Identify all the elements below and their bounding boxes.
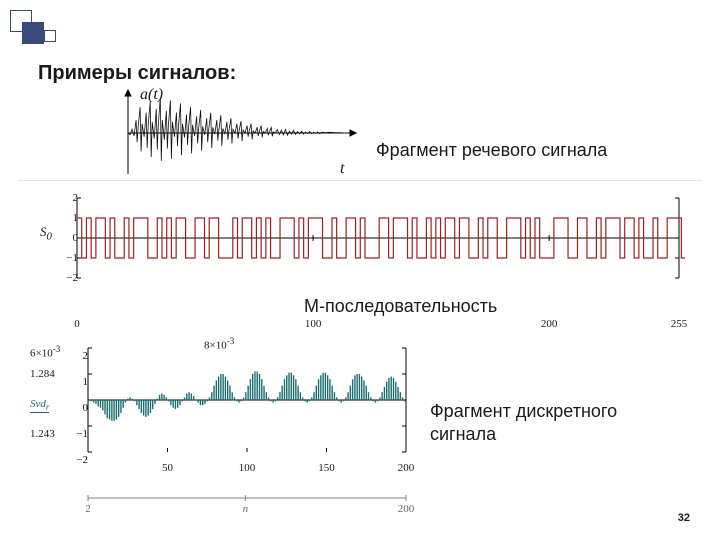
discrete-left-text: 6×10-31.284Svdr1.243 (30, 344, 74, 464)
speech-xlabel: t (340, 160, 344, 178)
discrete-chart (84, 340, 414, 460)
caption-speech: Фрагмент речевого сигнала (376, 140, 607, 161)
caption-mseq: М-последовательность (304, 296, 497, 317)
discrete-xlabels: 50100150200 (84, 462, 414, 476)
mseq-left-label: S0 (40, 224, 52, 243)
caption-discrete-l2: сигнала (430, 424, 496, 444)
page-number: 32 (678, 512, 690, 524)
mseq-ylabels: −2−1012 (58, 192, 78, 284)
svg-text:2: 2 (85, 503, 91, 514)
caption-discrete: Фрагмент дискретного сигнала (430, 400, 617, 445)
caption-discrete-l1: Фрагмент дискретного (430, 401, 617, 421)
mseq-chart (75, 192, 685, 284)
speech-ylabel: a(t) (140, 86, 163, 104)
bottom-axis: 2 n 200 (84, 490, 414, 514)
discrete-top-label: 8×10-3 (204, 336, 234, 352)
hr-divider (18, 180, 702, 181)
mseq-S-sub: 0 (47, 231, 52, 243)
mseq-xlabels: 0100200255 (75, 318, 685, 332)
discrete-top-base: 8×10 (204, 340, 227, 352)
discrete-top-sup: -3 (227, 336, 235, 346)
decor-square-solid (22, 22, 44, 44)
page-title: Примеры сигналов: (38, 62, 236, 85)
decor-square-outline-2 (44, 30, 56, 42)
svg-text:200: 200 (398, 503, 414, 514)
svg-text:n: n (243, 503, 249, 514)
